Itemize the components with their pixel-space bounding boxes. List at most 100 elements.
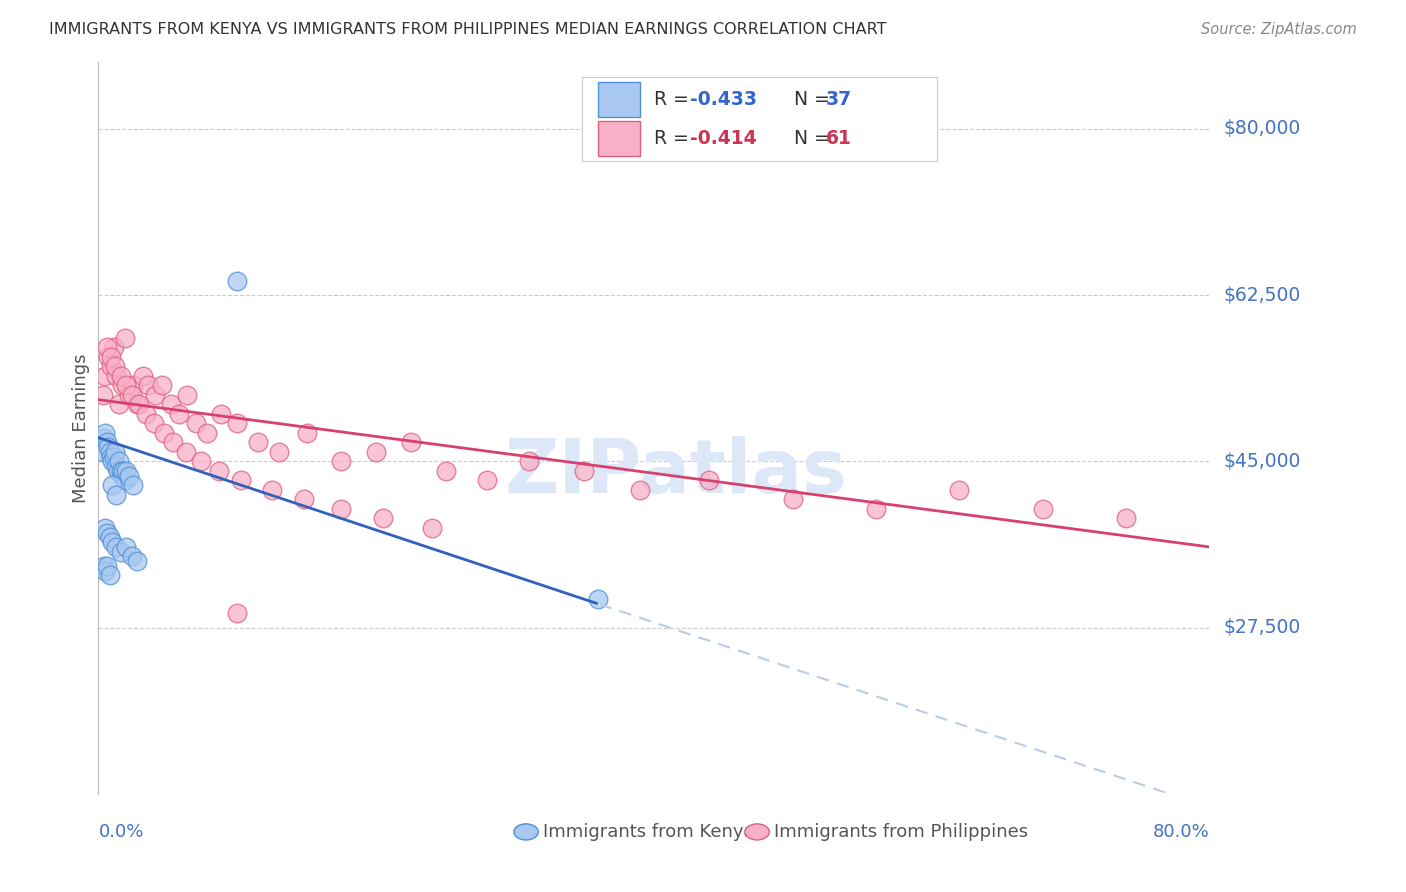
Point <box>101 478 124 492</box>
Circle shape <box>745 824 769 840</box>
Point <box>91 445 114 459</box>
Text: IMMIGRANTS FROM KENYA VS IMMIGRANTS FROM PHILIPPINES MEDIAN EARNINGS CORRELATION: IMMIGRANTS FROM KENYA VS IMMIGRANTS FROM… <box>49 22 887 37</box>
Text: 80.0%: 80.0% <box>1153 823 1209 841</box>
Point <box>292 492 315 507</box>
Point <box>135 407 157 421</box>
Point <box>115 378 138 392</box>
Point <box>127 554 149 568</box>
Point <box>1032 502 1054 516</box>
Point <box>98 568 121 582</box>
Text: $27,500: $27,500 <box>1223 618 1301 637</box>
Point <box>108 454 131 468</box>
Point <box>152 425 174 440</box>
Point <box>865 502 887 516</box>
Bar <box>599 121 641 156</box>
Point <box>111 468 134 483</box>
Point <box>97 440 120 454</box>
Point <box>97 350 120 364</box>
Text: -0.414: -0.414 <box>690 129 756 148</box>
Point <box>114 331 136 345</box>
Point <box>107 464 129 478</box>
Point <box>434 464 457 478</box>
Point <box>162 435 184 450</box>
Point <box>101 535 124 549</box>
Point <box>260 483 283 497</box>
Point <box>128 397 150 411</box>
Point <box>108 397 131 411</box>
Point <box>226 607 249 621</box>
Text: N =: N = <box>782 129 835 148</box>
Point <box>105 488 128 502</box>
Point <box>195 425 218 440</box>
Point <box>94 521 117 535</box>
Text: 0.0%: 0.0% <box>98 823 143 841</box>
Bar <box>599 82 641 118</box>
Text: $80,000: $80,000 <box>1223 120 1301 138</box>
Point <box>588 592 610 607</box>
Point <box>110 368 132 383</box>
Point <box>104 445 127 459</box>
Text: N =: N = <box>782 90 835 110</box>
Point <box>110 464 132 478</box>
Point <box>103 340 125 354</box>
Point <box>100 350 122 364</box>
Point <box>174 445 197 459</box>
Point <box>699 474 721 488</box>
Point <box>366 445 388 459</box>
Point <box>98 445 121 459</box>
Point <box>782 492 804 507</box>
Point <box>114 474 136 488</box>
Y-axis label: Median Earnings: Median Earnings <box>72 353 90 503</box>
Point <box>420 521 443 535</box>
Point <box>475 474 499 488</box>
Point <box>100 450 122 464</box>
Point <box>143 388 166 402</box>
Point <box>103 450 125 464</box>
Text: Source: ZipAtlas.com: Source: ZipAtlas.com <box>1201 22 1357 37</box>
Point <box>176 388 198 402</box>
Point <box>121 388 143 402</box>
Text: Immigrants from Philippines: Immigrants from Philippines <box>773 823 1028 841</box>
Point <box>132 368 155 383</box>
Point <box>330 502 353 516</box>
Point <box>93 431 115 445</box>
Point <box>94 564 117 578</box>
Point <box>94 425 117 440</box>
Point <box>98 530 121 544</box>
Text: $62,500: $62,500 <box>1223 285 1301 305</box>
Point <box>112 464 135 478</box>
Point <box>115 464 138 478</box>
Point <box>628 483 651 497</box>
Point <box>371 511 394 525</box>
Circle shape <box>513 824 538 840</box>
Text: Immigrants from Kenya: Immigrants from Kenya <box>543 823 755 841</box>
Point <box>399 435 422 450</box>
Text: $45,000: $45,000 <box>1223 452 1301 471</box>
Text: 37: 37 <box>825 90 852 110</box>
Point <box>96 340 118 354</box>
Point <box>110 544 132 558</box>
Point <box>101 454 124 468</box>
Point <box>122 378 145 392</box>
Text: 61: 61 <box>825 129 852 148</box>
Point <box>93 558 115 573</box>
Point <box>105 540 128 554</box>
Point <box>948 483 970 497</box>
Text: R =: R = <box>654 90 695 110</box>
Point <box>127 397 149 411</box>
Point <box>115 540 138 554</box>
Point <box>96 558 118 573</box>
Point <box>184 417 207 431</box>
Point <box>122 478 145 492</box>
Point <box>121 549 143 564</box>
Point <box>118 468 141 483</box>
Point <box>209 407 232 421</box>
Text: -0.433: -0.433 <box>690 90 758 110</box>
Point <box>247 435 270 450</box>
Text: R =: R = <box>654 129 695 148</box>
Point <box>226 417 249 431</box>
Point <box>231 474 253 488</box>
Point <box>94 368 117 383</box>
Point <box>111 378 134 392</box>
Point <box>167 407 190 421</box>
